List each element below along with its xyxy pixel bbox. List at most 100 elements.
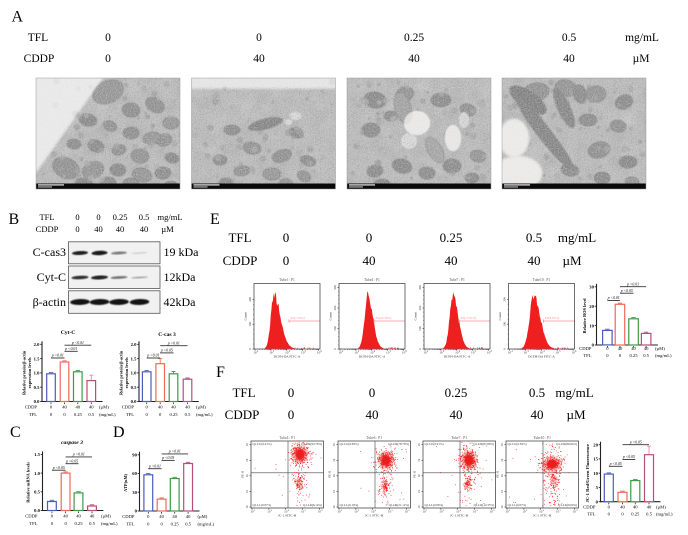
svg-text:DCFH-DA FITC-A: DCFH-DA FITC-A <box>274 355 301 359</box>
svg-text:10: 10 <box>370 351 374 355</box>
svg-text:Q1-UL(0.39%): Q1-UL(0.39%) <box>508 442 527 446</box>
svg-text:4: 4 <box>288 509 290 512</box>
svg-text:10: 10 <box>267 510 271 514</box>
svg-text:10: 10 <box>371 510 375 514</box>
svg-text:0.5: 0.5 <box>139 212 150 222</box>
svg-text:p <0.05: p <0.05 <box>609 462 622 466</box>
svg-text:40: 40 <box>76 405 81 410</box>
svg-text:20: 20 <box>589 304 594 309</box>
svg-text:2.0: 2.0 <box>131 342 137 347</box>
svg-text:A: A <box>12 9 24 26</box>
svg-text:TFL: TFL <box>39 212 54 222</box>
svg-text:P2(23.36%): P2(23.36%) <box>376 316 392 320</box>
svg-text:p <0.05: p <0.05 <box>160 349 173 353</box>
svg-text:Q1-LR(6.14%): Q1-LR(6.14%) <box>303 503 322 507</box>
svg-text:Tube4 : P1: Tube4 : P1 <box>279 436 295 440</box>
svg-text:40: 40 <box>89 405 94 410</box>
svg-text:10: 10 <box>317 351 321 355</box>
svg-text:40: 40 <box>171 405 176 410</box>
svg-text:CDDP: CDDP <box>25 405 38 410</box>
svg-text:40: 40 <box>116 224 125 234</box>
svg-text:60: 60 <box>132 471 137 476</box>
svg-text:20: 20 <box>593 442 598 447</box>
svg-text:0: 0 <box>608 512 611 517</box>
svg-text:3: 3 <box>358 350 360 353</box>
svg-text:40: 40 <box>563 53 575 65</box>
svg-text:10: 10 <box>556 351 560 355</box>
svg-text:0: 0 <box>51 514 54 519</box>
svg-text:µM: µM <box>566 407 585 422</box>
svg-text:3: 3 <box>526 509 528 512</box>
svg-text:1.5: 1.5 <box>34 452 40 457</box>
svg-text:30: 30 <box>132 490 137 495</box>
svg-text:2.0: 2.0 <box>34 342 40 347</box>
svg-text:10: 10 <box>245 489 249 492</box>
svg-text:0: 0 <box>159 412 162 417</box>
svg-text:10: 10 <box>423 351 427 355</box>
svg-text:0.25: 0.25 <box>74 521 83 526</box>
svg-text:200: 200 <box>333 305 337 310</box>
svg-text:mg/mL: mg/mL <box>157 212 182 222</box>
svg-text:Count: Count <box>329 312 333 320</box>
svg-text:0: 0 <box>146 405 149 410</box>
svg-text:Q1-LL(0.07%): Q1-LL(0.07%) <box>253 503 272 507</box>
svg-text:10: 10 <box>456 510 460 514</box>
svg-text:CDDP: CDDP <box>36 224 59 234</box>
svg-text:Q1-UL(0.01%): Q1-UL(0.01%) <box>253 442 272 446</box>
svg-text:0.25: 0.25 <box>74 412 83 417</box>
svg-text:0: 0 <box>606 346 609 351</box>
svg-text:40: 40 <box>644 346 649 351</box>
svg-text:10: 10 <box>318 510 322 514</box>
svg-text:0: 0 <box>621 512 624 517</box>
svg-text:p <0.01: p <0.01 <box>167 341 180 345</box>
svg-text:p <0.01: p <0.01 <box>64 347 77 351</box>
svg-text:10: 10 <box>332 474 336 477</box>
svg-text:10: 10 <box>573 510 577 514</box>
svg-text:JC-1 Red/Green Fluorescence: JC-1 Red/Green Fluorescence <box>585 444 590 503</box>
svg-text:0: 0 <box>135 509 138 514</box>
svg-text:10: 10 <box>402 351 406 355</box>
svg-text:6: 6 <box>321 509 323 512</box>
svg-text:3: 3 <box>358 509 360 512</box>
svg-text:10: 10 <box>245 443 249 446</box>
svg-text:10: 10 <box>471 351 475 355</box>
svg-text:40: 40 <box>618 346 623 351</box>
svg-text:Relative ROS level: Relative ROS level <box>582 298 587 334</box>
svg-text:PE-H: PE-H <box>413 470 417 478</box>
svg-text:(mg/mL): (mg/mL) <box>196 412 213 417</box>
svg-text:0.25: 0.25 <box>113 212 128 222</box>
svg-text:(µM): (µM) <box>198 514 208 519</box>
svg-text:TFL: TFL <box>28 32 48 44</box>
svg-text:40: 40 <box>528 253 541 268</box>
svg-text:10: 10 <box>245 505 249 508</box>
svg-text:10: 10 <box>332 489 336 492</box>
svg-text:10: 10 <box>487 351 491 355</box>
svg-text:40: 40 <box>620 505 625 510</box>
svg-text:D: D <box>113 424 125 441</box>
svg-text:p <0.01: p <0.01 <box>168 450 181 454</box>
svg-text:6: 6 <box>575 350 577 353</box>
svg-text:10: 10 <box>522 510 526 514</box>
svg-text:TFL: TFL <box>587 512 595 517</box>
svg-text:0.5: 0.5 <box>34 490 40 495</box>
svg-text:0.5: 0.5 <box>131 385 137 390</box>
svg-text:5: 5 <box>305 350 307 353</box>
svg-text:40: 40 <box>90 514 95 519</box>
svg-text:10: 10 <box>245 458 249 461</box>
svg-text:p <0.01: p <0.01 <box>607 296 620 300</box>
svg-text:0.25: 0.25 <box>445 385 468 400</box>
svg-text:TFL: TFL <box>228 230 251 245</box>
svg-text:6: 6 <box>493 509 495 512</box>
svg-text:TFL: TFL <box>29 521 37 526</box>
svg-text:TFL: TFL <box>126 521 134 526</box>
svg-text:40: 40 <box>647 505 652 510</box>
svg-text:C: C <box>10 424 21 441</box>
svg-text:0: 0 <box>50 412 53 417</box>
svg-text:0: 0 <box>146 412 149 417</box>
svg-text:B: B <box>9 211 20 228</box>
svg-text:10: 10 <box>508 351 512 355</box>
svg-text:Q1-UL(0.01%): Q1-UL(0.01%) <box>425 442 444 446</box>
svg-text:0.25: 0.25 <box>631 512 640 517</box>
svg-text:0: 0 <box>619 353 622 358</box>
svg-text:40: 40 <box>450 407 463 422</box>
